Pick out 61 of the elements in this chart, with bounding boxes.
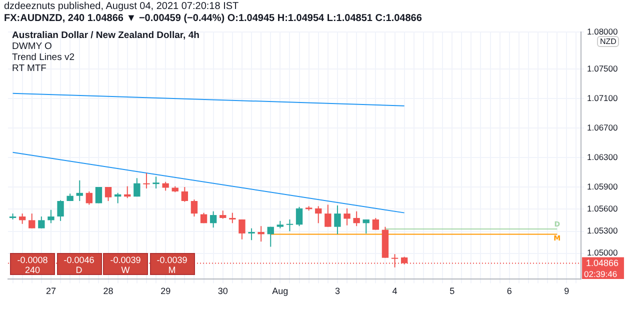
candlestick xyxy=(324,204,332,228)
candlestick xyxy=(134,178,140,198)
candlestick xyxy=(248,228,255,241)
y-tick-label: 1.05000 xyxy=(587,248,618,258)
candlestick xyxy=(38,216,45,229)
y-tick-label: 1.05600 xyxy=(587,203,618,214)
candlestick xyxy=(344,208,350,226)
ref-line-label: 1.04866 xyxy=(586,258,619,268)
x-tick-label: 28 xyxy=(103,286,114,296)
text: dzdeeznuts published, August 04, 2021 07:20:18 IST xyxy=(4,1,240,13)
chart-subtitle: FX:AUDNZD, 240 1.04866 ▼ −0.00459 (−0.44%) O:1.04945 H:1.04954 L:1.04851 C:1.04866 xyxy=(4,13,422,25)
y-tick-label: 1.08000 xyxy=(587,26,618,36)
candlestick xyxy=(286,218,294,232)
x-tick-label: 27 xyxy=(46,286,56,296)
x-tick-label: 9 xyxy=(564,286,570,296)
y-tick-label: 1.07100 xyxy=(587,92,618,103)
candlestick xyxy=(315,206,322,224)
annotation: DWMY O xyxy=(12,41,53,52)
annotation: -0.0039 M xyxy=(150,253,194,276)
candlestick xyxy=(353,210,360,227)
annotation: -0.0008 240 xyxy=(10,253,55,276)
annotation: -0.0046 D xyxy=(56,253,102,276)
candlestick xyxy=(48,209,54,224)
candlestick xyxy=(210,210,217,228)
candlestick xyxy=(104,186,112,202)
candlestick xyxy=(372,217,380,230)
y-tick-label: 1.05300 xyxy=(587,226,618,236)
annotation: RT MTF xyxy=(12,63,48,74)
candlestick xyxy=(229,212,236,224)
x-tick-label: 6 xyxy=(506,286,512,296)
y-tick-label: 1.06700 xyxy=(587,122,618,132)
y-tick-label: 1.06300 xyxy=(587,152,618,162)
candlestick xyxy=(28,213,36,229)
candlestick xyxy=(76,180,83,202)
x-tick-label: Aug xyxy=(272,286,288,296)
x-tick-label: 29 xyxy=(160,286,171,296)
candlestick xyxy=(143,172,150,189)
candlestick xyxy=(296,206,303,227)
x-tick-label: 5 xyxy=(450,286,455,296)
x-tick-label: 4 xyxy=(392,286,398,296)
annotation: -0.0039 W xyxy=(103,253,148,276)
candlestick xyxy=(95,186,102,204)
annotation: Trend Lines v2 xyxy=(12,52,76,63)
candlestick xyxy=(86,190,93,206)
chart-title: Australian Dollar / New Zealand Dollar, 4h xyxy=(12,30,200,41)
candlestick xyxy=(238,218,246,240)
candlestick xyxy=(152,176,160,189)
y-tick-label: 1.07500 xyxy=(587,63,618,74)
candlestick xyxy=(334,204,341,235)
candlestick xyxy=(18,213,26,224)
candlestick xyxy=(267,226,274,248)
x-tick-label: 30 xyxy=(218,286,228,296)
y-axis-title: NZD xyxy=(597,36,620,48)
candlestick xyxy=(362,218,370,234)
candlestick xyxy=(258,226,264,242)
candlestick xyxy=(57,200,64,222)
text: 02:39:46 xyxy=(582,269,624,280)
x-tick-label: 3 xyxy=(334,286,340,296)
y-tick-label: 1.05900 xyxy=(587,181,618,192)
candlestick xyxy=(190,199,198,218)
candlestick xyxy=(181,186,188,202)
